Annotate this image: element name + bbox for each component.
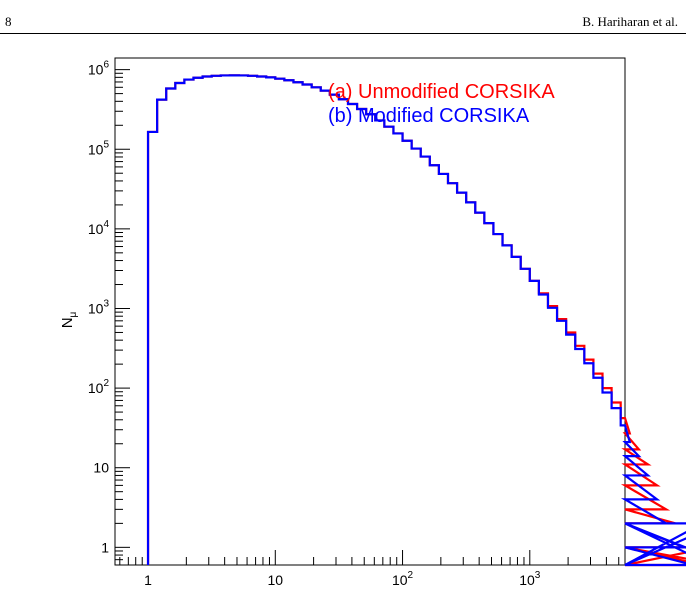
y-axis-title-main: N bbox=[59, 317, 76, 328]
x-tick-label: 102 bbox=[392, 570, 414, 588]
x-tick-label: 103 bbox=[519, 570, 541, 588]
histogram-chart: 1 10 102 103 104 105 106 1 10 102 103 Nμ (a) Unmo… bbox=[59, 57, 686, 588]
y-tick-label: 103 bbox=[88, 298, 110, 316]
y-tick-label: 105 bbox=[88, 139, 110, 157]
y-tick-label: 10 bbox=[93, 460, 109, 476]
y-axis-ticks bbox=[115, 69, 130, 566]
y-tick-label: 104 bbox=[88, 219, 110, 237]
legend: (a) Unmodified CORSIKA(b) Modified CORSI… bbox=[328, 81, 555, 127]
running-head-authors: B. Hariharan et al. bbox=[582, 14, 678, 29]
series-layer bbox=[146, 74, 686, 567]
running-head: 8 B. Hariharan et al. bbox=[0, 0, 686, 36]
page-number: 8 bbox=[5, 14, 12, 29]
x-tick-label: 10 bbox=[268, 572, 284, 588]
x-axis-ticks bbox=[119, 550, 620, 565]
y-axis-title-subscript: μ bbox=[68, 311, 79, 317]
series-line-modified bbox=[146, 74, 686, 567]
plot-frame bbox=[114, 57, 626, 566]
x-axis-tick-labels: 1 10 102 103 bbox=[144, 570, 541, 588]
x-tick-label: 1 bbox=[144, 572, 152, 588]
y-tick-label: 1 bbox=[101, 539, 109, 555]
legend-entry: (b) Modified CORSIKA bbox=[328, 105, 530, 127]
y-tick-label: 102 bbox=[88, 378, 110, 396]
y-axis-title: Nμ bbox=[59, 311, 79, 328]
legend-entry: (a) Unmodified CORSIKA bbox=[328, 81, 555, 103]
y-tick-label: 106 bbox=[88, 60, 110, 78]
header-rule bbox=[0, 33, 686, 34]
y-axis-tick-labels: 1 10 102 103 104 105 106 bbox=[88, 60, 110, 556]
